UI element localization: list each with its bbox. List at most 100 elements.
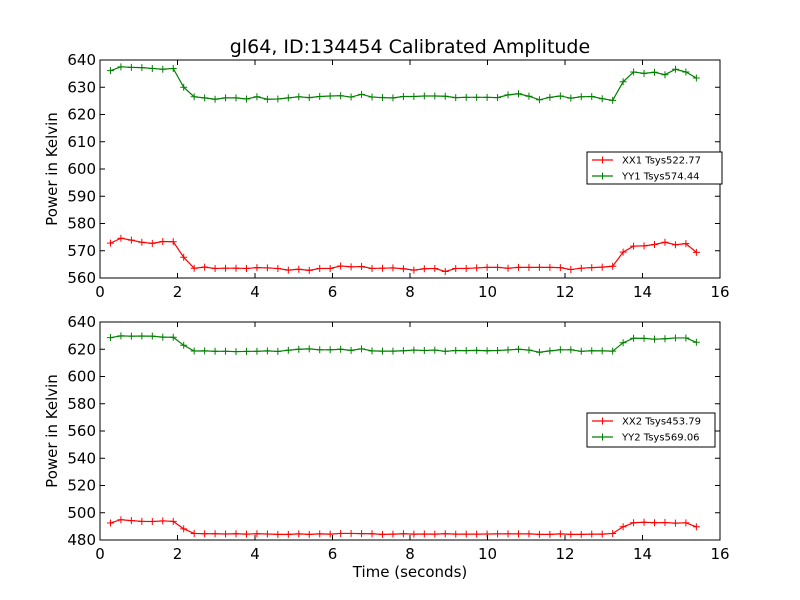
bottom-series-1-point bbox=[211, 530, 219, 538]
bottom-series-2-point bbox=[577, 347, 585, 355]
bottom-series-2-point bbox=[441, 347, 449, 355]
bottom-legend: XX2 Tsys453.79 YY2 Tsys569.06 bbox=[586, 412, 716, 448]
bottom-legend-label: XX2 Tsys453.79 bbox=[622, 417, 701, 428]
top-series-2-point bbox=[441, 92, 449, 100]
top-series-1-point bbox=[190, 264, 198, 272]
top-series-2-point bbox=[431, 92, 439, 100]
top-series-1-point bbox=[316, 264, 324, 272]
bottom-series-2-point bbox=[567, 346, 575, 354]
top-series-2-point bbox=[232, 94, 240, 102]
top-series-2-point bbox=[598, 95, 606, 103]
top-series-1-point bbox=[138, 238, 146, 246]
bottom-series-1-point bbox=[609, 529, 617, 537]
bottom-series-1-point bbox=[358, 530, 366, 538]
bottom-series-1-point bbox=[504, 530, 512, 538]
top-series-2-point bbox=[274, 95, 282, 103]
bottom-x-tick-label: 0 bbox=[95, 545, 105, 563]
top-series-2-point bbox=[630, 68, 638, 76]
top-series-1-point bbox=[567, 266, 575, 274]
chart-title: gl64, ID:134454 Calibrated Amplitude bbox=[230, 36, 590, 58]
top-series-1-point bbox=[577, 264, 585, 272]
bottom-legend-box bbox=[586, 412, 716, 448]
bottom-series-1-point bbox=[473, 530, 481, 538]
bottom-series-2-point bbox=[211, 347, 219, 355]
top-series-2-point bbox=[452, 94, 460, 102]
bottom-series-1-point bbox=[347, 529, 355, 537]
top-series-2-point bbox=[159, 65, 167, 73]
top-series-2-point bbox=[546, 93, 554, 101]
top-y-tick-label: 570 bbox=[67, 242, 96, 260]
bottom-legend-swatch-marker bbox=[599, 417, 606, 425]
top-series-2-point bbox=[295, 93, 303, 101]
bottom-series-2-point bbox=[253, 347, 261, 355]
bottom-series-2-point bbox=[494, 346, 502, 354]
bottom-y-tick-label: 580 bbox=[67, 395, 96, 413]
bottom-series-2-point bbox=[651, 335, 659, 343]
bottom-series-1-point bbox=[692, 523, 700, 531]
bottom-series-1-point bbox=[525, 530, 533, 538]
bottom-series-1-point bbox=[588, 530, 596, 538]
bottom-series-1-point bbox=[420, 530, 428, 538]
top-legend-swatch-marker bbox=[599, 172, 606, 180]
top-series-1-point bbox=[473, 264, 481, 272]
top-series-1-point bbox=[692, 248, 700, 256]
top-y-tick-label: 620 bbox=[67, 106, 96, 124]
top-series-2-point bbox=[682, 68, 690, 76]
bottom-series-2-point bbox=[169, 333, 177, 341]
top-series-1-point bbox=[399, 265, 407, 273]
bottom-series-1-point bbox=[494, 530, 502, 538]
bottom-series-2-point bbox=[347, 346, 355, 354]
bottom-series-1-point bbox=[201, 530, 209, 538]
top-series-2-point bbox=[127, 63, 135, 71]
bottom-series-1-point bbox=[263, 530, 271, 538]
top-y-tick-label: 640 bbox=[67, 51, 96, 69]
top-series-2-point bbox=[347, 93, 355, 101]
top-y-tick-label: 600 bbox=[67, 160, 96, 178]
top-series-2-point bbox=[420, 92, 428, 100]
top-series-1-point bbox=[284, 266, 292, 274]
top-subplot: 0 2 4 6 8 10 12 14 16 560 570 580 590 600 610 620 630 640… bbox=[43, 51, 730, 301]
bottom-series-1-point bbox=[148, 517, 156, 525]
bottom-series-2-point bbox=[473, 346, 481, 354]
bottom-series-1-point bbox=[274, 530, 282, 538]
bottom-series-1-point bbox=[640, 518, 648, 526]
bottom-series-2-point bbox=[368, 347, 376, 355]
bottom-series-1-point bbox=[368, 530, 376, 538]
bottom-series-2-point bbox=[609, 347, 617, 355]
top-series-2-point bbox=[692, 74, 700, 82]
top-series-1-point bbox=[431, 264, 439, 272]
top-series-2-point bbox=[180, 83, 188, 91]
top-series-1-point bbox=[378, 264, 386, 272]
bottom-series-2-point bbox=[106, 334, 114, 342]
top-series-1-point bbox=[106, 239, 114, 247]
top-series-1-point bbox=[232, 264, 240, 272]
bottom-series-2-point bbox=[630, 334, 638, 342]
top-y-tick-label: 610 bbox=[67, 133, 96, 151]
bottom-series-2-point bbox=[274, 347, 282, 355]
top-series-2-point bbox=[525, 92, 533, 100]
bottom-series-2-point bbox=[640, 334, 648, 342]
bottom-series-1-point bbox=[180, 525, 188, 533]
top-series-1-point bbox=[546, 263, 554, 271]
top-series-2-point bbox=[619, 78, 627, 86]
bottom-series-2-point bbox=[326, 346, 334, 354]
top-legend-label: XX1 Tsys522.77 bbox=[622, 156, 701, 167]
top-series-2-point bbox=[222, 94, 230, 102]
top-series-2-point bbox=[473, 93, 481, 101]
top-series-1-point bbox=[159, 237, 167, 245]
bottom-series-1-point bbox=[305, 530, 313, 538]
bottom-series-1-point bbox=[619, 523, 627, 531]
top-series-2-point bbox=[515, 90, 522, 98]
bottom-y-tick-label: 600 bbox=[67, 368, 96, 386]
bottom-series-1-point bbox=[682, 519, 690, 527]
bottom-series-2-point bbox=[295, 345, 303, 353]
bottom-series-2-point bbox=[284, 346, 292, 354]
bottom-series-1-point bbox=[106, 519, 114, 527]
top-series-2-point bbox=[326, 92, 334, 100]
top-series-1-point bbox=[253, 264, 261, 272]
bottom-series-2-point bbox=[692, 338, 700, 346]
top-series-2-point bbox=[337, 92, 345, 100]
bottom-series-1-point bbox=[326, 530, 334, 538]
top-series-1-point bbox=[598, 263, 606, 271]
bottom-series-2-point bbox=[525, 346, 533, 354]
